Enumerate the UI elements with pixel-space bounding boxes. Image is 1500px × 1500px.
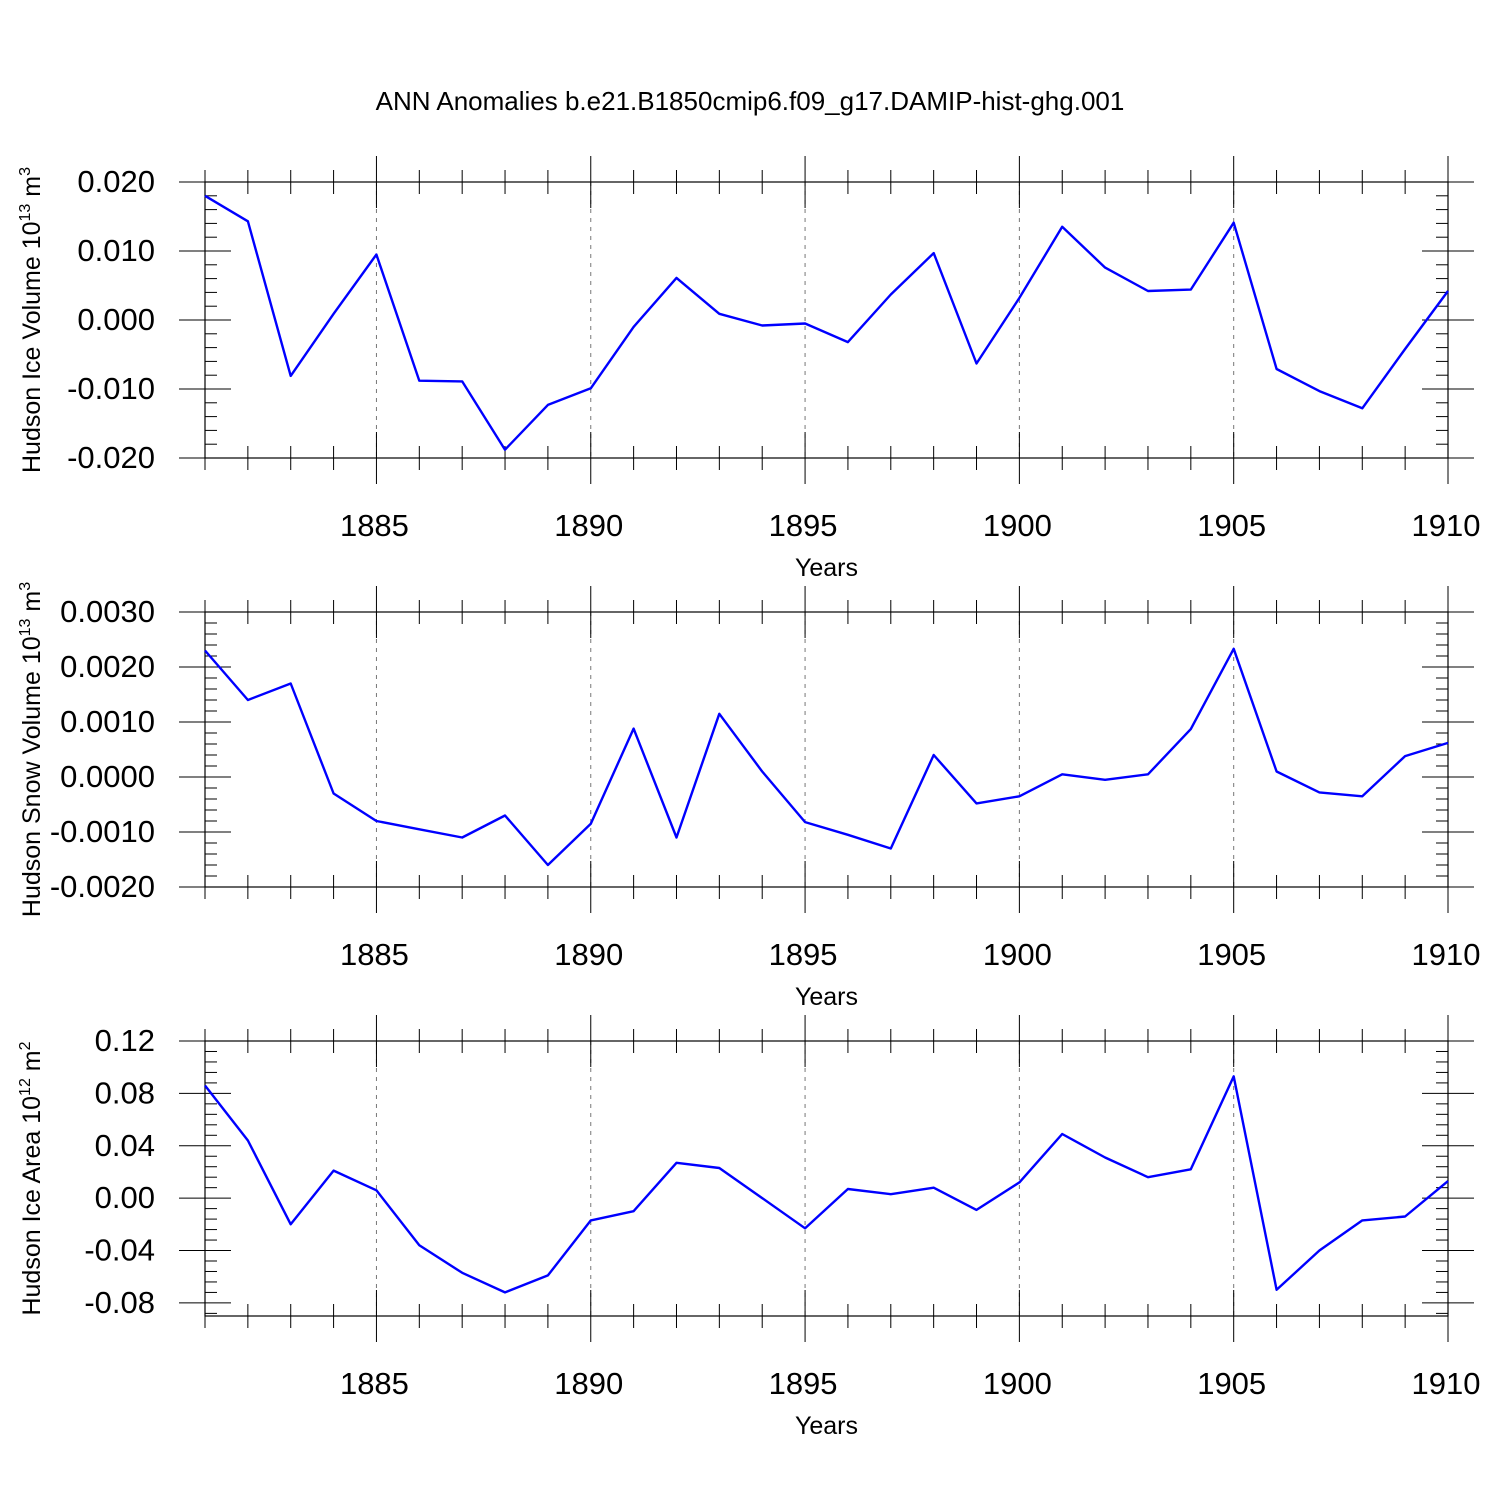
ice-area-xtick-label: 1910 (1412, 1366, 1481, 1401)
snow-volume-series-line (204, 647, 1449, 867)
snow-volume-ytick-label: -0.0010 (50, 814, 155, 849)
ice-area-ytick-label: 0.08 (95, 1075, 155, 1110)
ice-area-series-line (204, 1075, 1449, 1294)
ice-area-ytick-label: -0.04 (84, 1233, 155, 1268)
ice-area-ytick-label: 0.12 (95, 1023, 155, 1058)
ice-area-xtick-label: 1900 (983, 1366, 1052, 1401)
snow-volume-xtick-label: 1910 (1412, 937, 1481, 972)
ice-area-ytick-label: 0.04 (95, 1128, 155, 1163)
ice-area-ytick-label: -0.08 (84, 1285, 155, 1320)
snow-volume-ytick-label: 0.0020 (60, 649, 155, 684)
ice-volume-xtick-label: 1910 (1412, 508, 1481, 543)
snow-volume-frame (204, 611, 1449, 888)
snow-volume-xtick-label: 1900 (983, 937, 1052, 972)
snow-volume-xtick-label: 1895 (769, 937, 838, 972)
ice-volume-xtick-label: 1895 (769, 508, 838, 543)
ice-area-xtick-label: 1895 (769, 1366, 838, 1401)
ice-volume-ytick-label: 0.000 (77, 302, 155, 337)
ice-area-xtick-label: 1905 (1197, 1366, 1266, 1401)
ice-volume-ytick-label: 0.010 (77, 233, 155, 268)
panel-ice-volume: -0.020 -0.010 0.000 0.010 0.020 1885 1890 1895 1… (17, 156, 1480, 582)
ice-volume-ytick-label: -0.010 (67, 371, 155, 406)
ice-volume-xtick-label: 1890 (554, 508, 623, 543)
ice-volume-xlabel: Years (795, 554, 858, 582)
snow-volume-ytick-label: 0.0010 (60, 704, 155, 739)
snow-volume-xtick-label: 1885 (340, 937, 409, 972)
snow-volume-ytick-label: 0.0030 (60, 594, 155, 629)
panel-ice-area: -0.08 -0.04 0.00 0.04 0.08 0.12 1885 1890 1895 19… (17, 1015, 1480, 1440)
ice-volume-xtick-label: 1900 (983, 508, 1052, 543)
panel-snow-volume: -0.0020 -0.0010 0.0000 0.0010 0.0020 0.0030 18… (17, 582, 1480, 1011)
ice-volume-ylabel: Hudson Ice Volume 1013 m3 (17, 167, 46, 473)
snow-volume-ytick-label: -0.0020 (50, 869, 155, 904)
ice-area-xtick-label: 1885 (340, 1366, 409, 1401)
snow-volume-ylabel: Hudson Snow Volume 1013 m3 (17, 582, 46, 917)
ice-area-xlabel: Years (795, 1412, 858, 1440)
snow-volume-xlabel: Years (795, 983, 858, 1011)
ice-area-ytick-label: 0.00 (95, 1180, 155, 1215)
ice-volume-ytick-label: -0.020 (67, 440, 155, 475)
ice-area-xtick-label: 1890 (554, 1366, 623, 1401)
ice-area-frame (204, 1040, 1449, 1317)
snow-volume-ytick-label: 0.0000 (60, 759, 155, 794)
chart-title: ANN Anomalies b.e21.B1850cmip6.f09_g17.D… (375, 86, 1125, 116)
snow-volume-xtick-label: 1905 (1197, 937, 1266, 972)
ice-volume-ytick-label: 0.020 (77, 164, 155, 199)
snow-volume-xtick-label: 1890 (554, 937, 623, 972)
ice-volume-xtick-label: 1905 (1197, 508, 1266, 543)
ice-volume-xtick-label: 1885 (340, 508, 409, 543)
ice-area-ylabel: Hudson Ice Area 1012 m2 (17, 1041, 46, 1315)
ice-volume-series-line (204, 194, 1449, 451)
